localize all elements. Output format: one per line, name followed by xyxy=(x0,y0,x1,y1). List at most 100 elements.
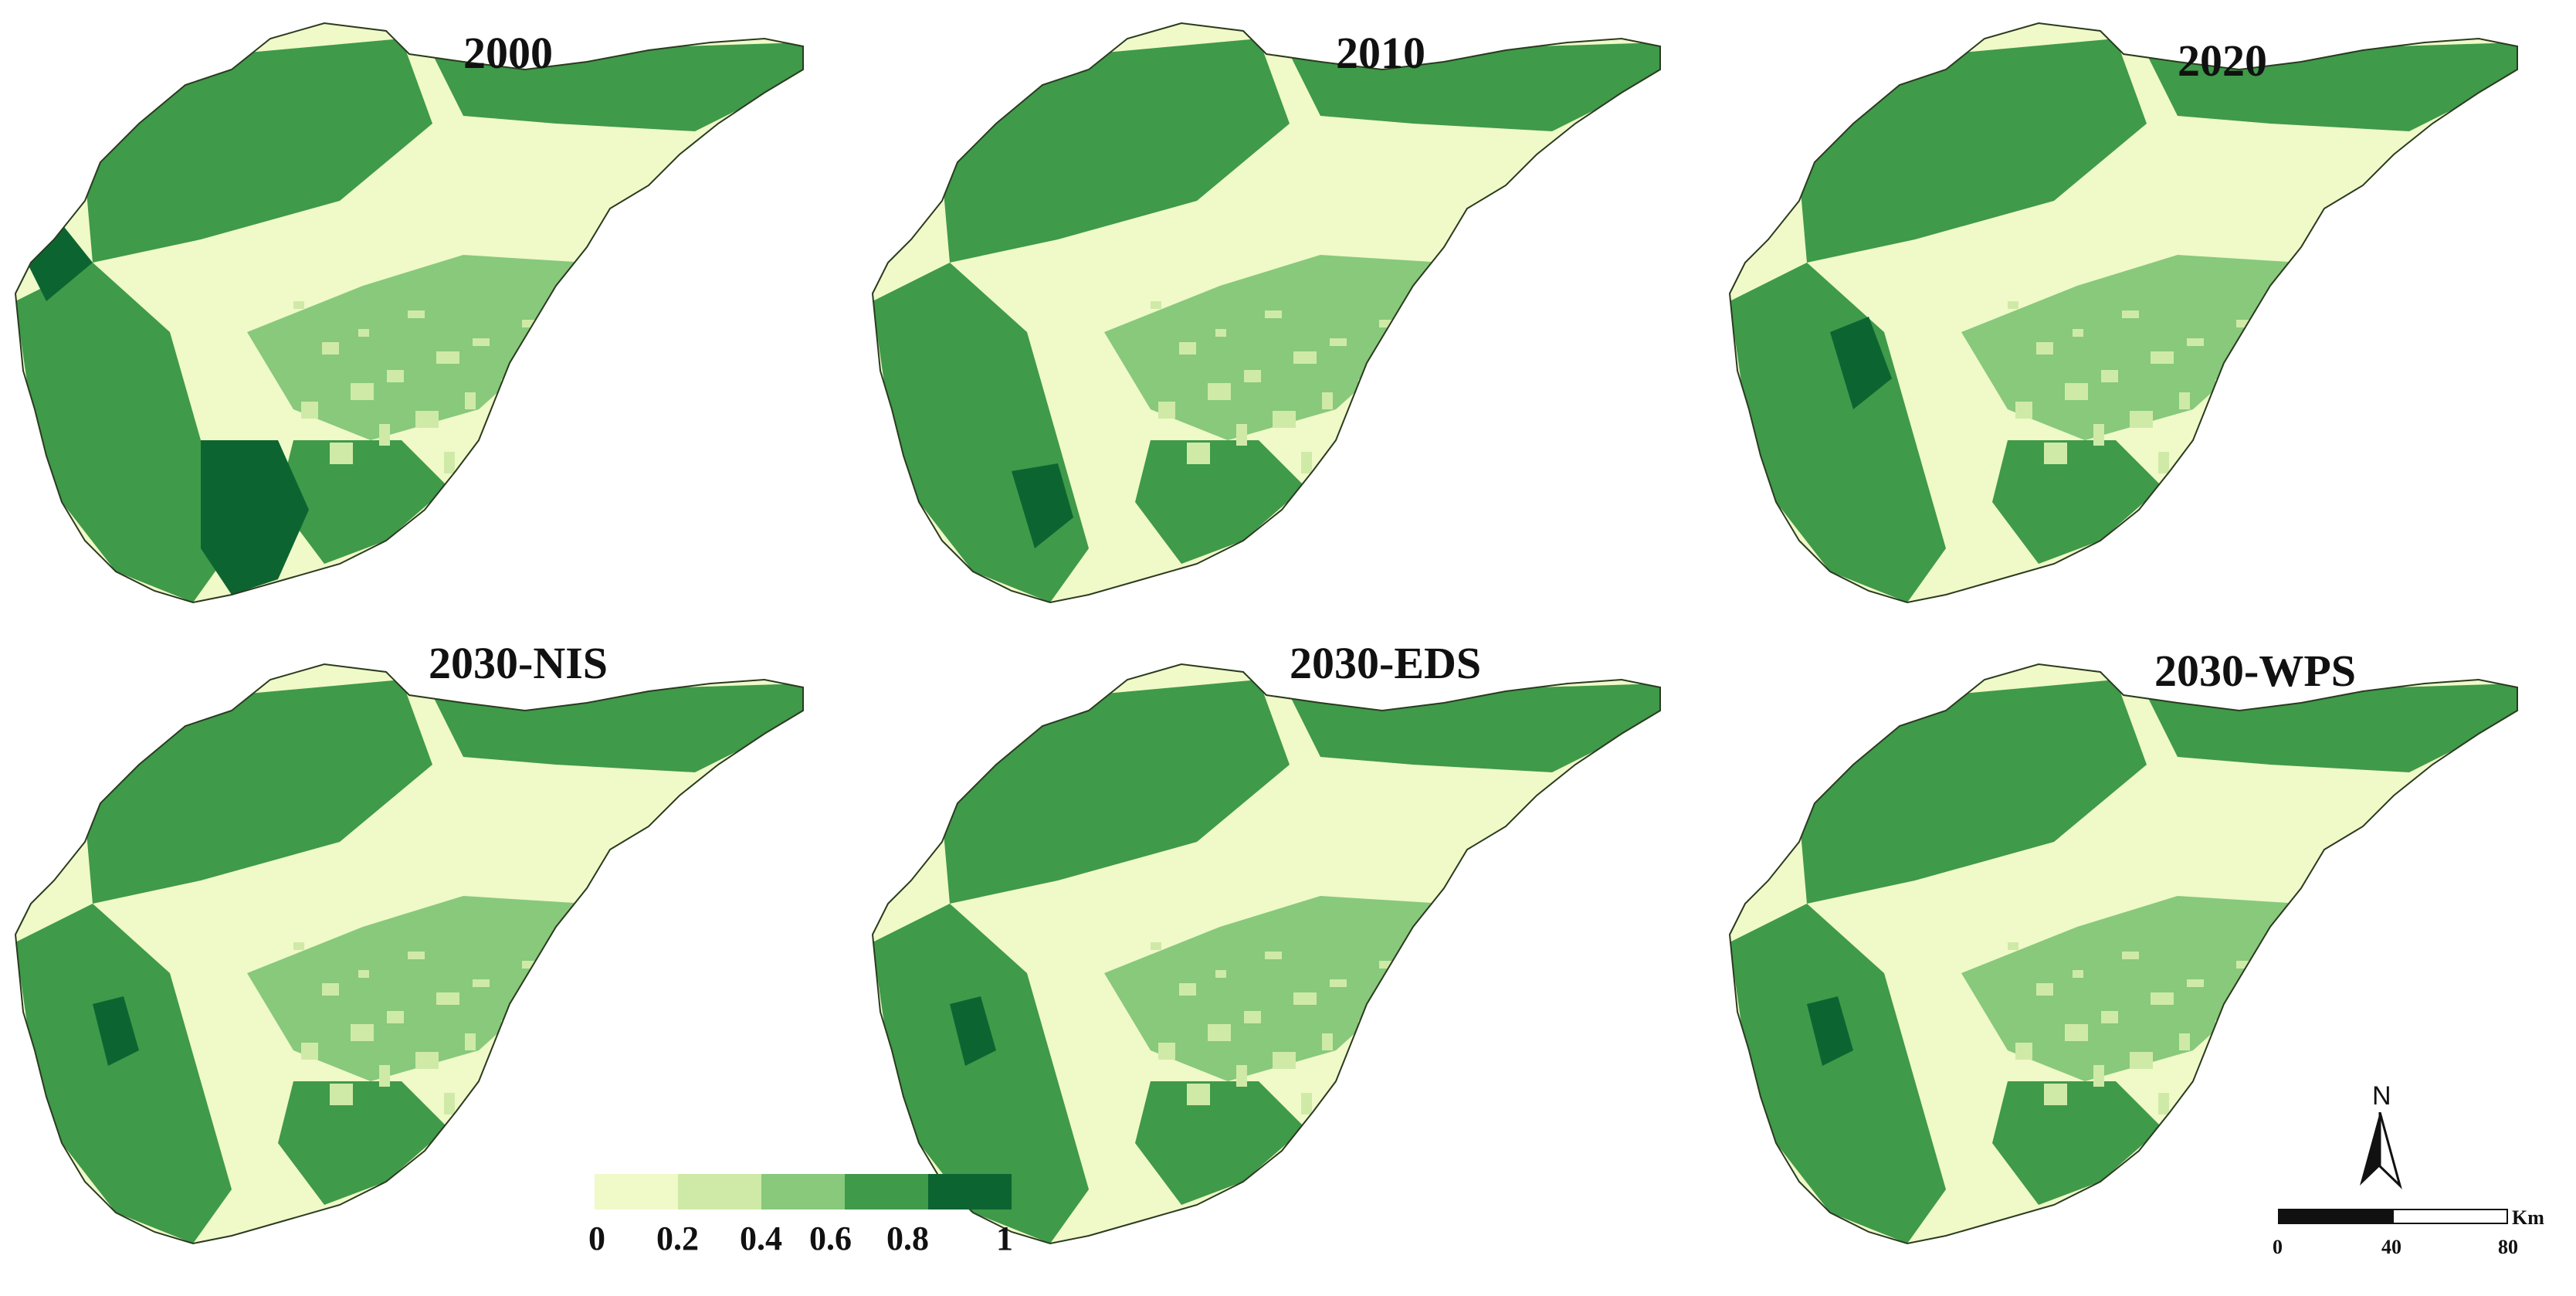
panel-title: 2030-WPS xyxy=(2154,646,2356,696)
north-arrow-icon xyxy=(2360,1112,2402,1189)
land-patch xyxy=(1151,301,1161,309)
land-patch xyxy=(387,370,404,382)
land-patch xyxy=(444,1093,455,1114)
land-patch xyxy=(2122,310,2139,318)
map-panel-2000: 2000 xyxy=(0,8,857,641)
land-patch xyxy=(1807,996,1853,1066)
land-patch xyxy=(2179,1033,2190,1050)
land-patch xyxy=(501,1020,524,1033)
land-patch xyxy=(293,942,304,950)
land-patch xyxy=(1158,402,1175,419)
land-patch xyxy=(358,329,369,337)
land-patch xyxy=(1730,904,1946,1243)
land-patch xyxy=(1301,452,1312,473)
legend-tick-0.6: 0.6 xyxy=(809,1220,852,1257)
land-patch xyxy=(2044,443,2067,464)
land-patch xyxy=(2101,1011,2118,1023)
land-patch xyxy=(2065,1024,2088,1041)
panel-title: 2020 xyxy=(2178,36,2267,86)
legend-tick-0.2: 0.2 xyxy=(656,1220,699,1257)
scale-tick-80: 80 xyxy=(2498,1236,2518,1258)
panel-title: 2030-EDS xyxy=(1290,638,1482,688)
land-patch xyxy=(2130,1052,2153,1069)
land-patch xyxy=(301,402,318,419)
land-patch xyxy=(2044,1084,2067,1105)
land-patch xyxy=(1244,1011,1261,1023)
land-patch xyxy=(1135,440,1305,564)
land-patch xyxy=(950,996,996,1066)
land-patch xyxy=(2265,1002,2276,1014)
land-patch xyxy=(551,361,561,373)
land-patch xyxy=(2208,433,2225,455)
land-patch xyxy=(93,996,139,1066)
land-patch xyxy=(2036,342,2053,355)
land-patch xyxy=(15,263,232,602)
land-patch xyxy=(1236,424,1247,446)
land-patch xyxy=(1215,329,1226,337)
land-patch xyxy=(436,351,459,364)
land-patch xyxy=(1151,942,1161,950)
land-patch xyxy=(1351,433,1368,455)
land-patch xyxy=(1408,1002,1418,1014)
legend-swatch-0.2-0.4 xyxy=(678,1174,761,1209)
map-2030-wps xyxy=(1729,663,2518,1244)
land-patch xyxy=(1187,1084,1210,1105)
land-patch xyxy=(1992,440,2162,564)
land-patch xyxy=(1358,379,1381,392)
land-patch xyxy=(1215,970,1226,978)
land-patch xyxy=(444,452,455,473)
panel-title: 2030-NIS xyxy=(429,638,608,688)
north-label: N xyxy=(2372,1081,2391,1111)
map-2020 xyxy=(1729,22,2518,603)
scale-tick-0: 0 xyxy=(2273,1236,2283,1258)
land-patch xyxy=(415,1052,439,1069)
land-patch xyxy=(2122,952,2139,959)
map-panel-2010: 2010 xyxy=(857,8,1714,641)
land-patch xyxy=(1293,992,1317,1005)
land-patch xyxy=(2073,329,2083,337)
land-patch xyxy=(408,310,425,318)
land-patch xyxy=(2036,983,2053,996)
land-patch xyxy=(2151,992,2174,1005)
map-panel-2030-eds: 2030-EDS xyxy=(857,641,1714,1282)
land-patch xyxy=(1236,1065,1247,1087)
land-patch xyxy=(247,255,587,440)
land-patch xyxy=(2158,1093,2169,1114)
legend-tick-1: 1 xyxy=(996,1220,1013,1257)
land-patch xyxy=(1244,370,1261,382)
land-patch xyxy=(322,983,339,996)
land-patch xyxy=(2073,970,2083,978)
land-patch xyxy=(1135,1081,1305,1205)
land-patch xyxy=(330,443,353,464)
land-patch xyxy=(473,979,490,987)
scale-bar: Km 0 40 80 xyxy=(2270,1205,2564,1282)
land-patch xyxy=(330,1084,353,1105)
land-patch xyxy=(1730,263,1946,602)
land-patch xyxy=(1273,411,1296,428)
panel-title: 2000 xyxy=(463,28,553,78)
land-patch xyxy=(2093,1065,2104,1087)
land-patch xyxy=(473,338,490,346)
land-patch xyxy=(2015,402,2032,419)
land-patch xyxy=(1273,1052,1296,1069)
land-patch xyxy=(387,1011,404,1023)
land-patch xyxy=(1012,463,1073,548)
land-patch xyxy=(1961,896,2301,1081)
land-patch xyxy=(278,1081,448,1205)
map-2010 xyxy=(872,22,1661,603)
map-panel-2030-wps: 2030-WPS xyxy=(1714,649,2571,1282)
land-patch xyxy=(465,392,476,409)
legend: 0 0.2 0.4 0.6 0.8 1 xyxy=(588,1174,1013,1290)
legend-tick-0.8: 0.8 xyxy=(886,1220,929,1257)
map-panel-2030-nis: 2030-NIS xyxy=(0,641,857,1282)
land-patch xyxy=(2130,411,2153,428)
land-patch xyxy=(551,1002,561,1014)
map-2000 xyxy=(15,22,804,603)
land-patch xyxy=(1187,443,1210,464)
land-patch xyxy=(1208,1024,1231,1041)
land-patch xyxy=(408,952,425,959)
land-patch xyxy=(1265,310,1282,318)
land-patch xyxy=(2158,452,2169,473)
scale-bar-graphic xyxy=(2278,1209,2508,1224)
land-patch xyxy=(1408,361,1418,373)
